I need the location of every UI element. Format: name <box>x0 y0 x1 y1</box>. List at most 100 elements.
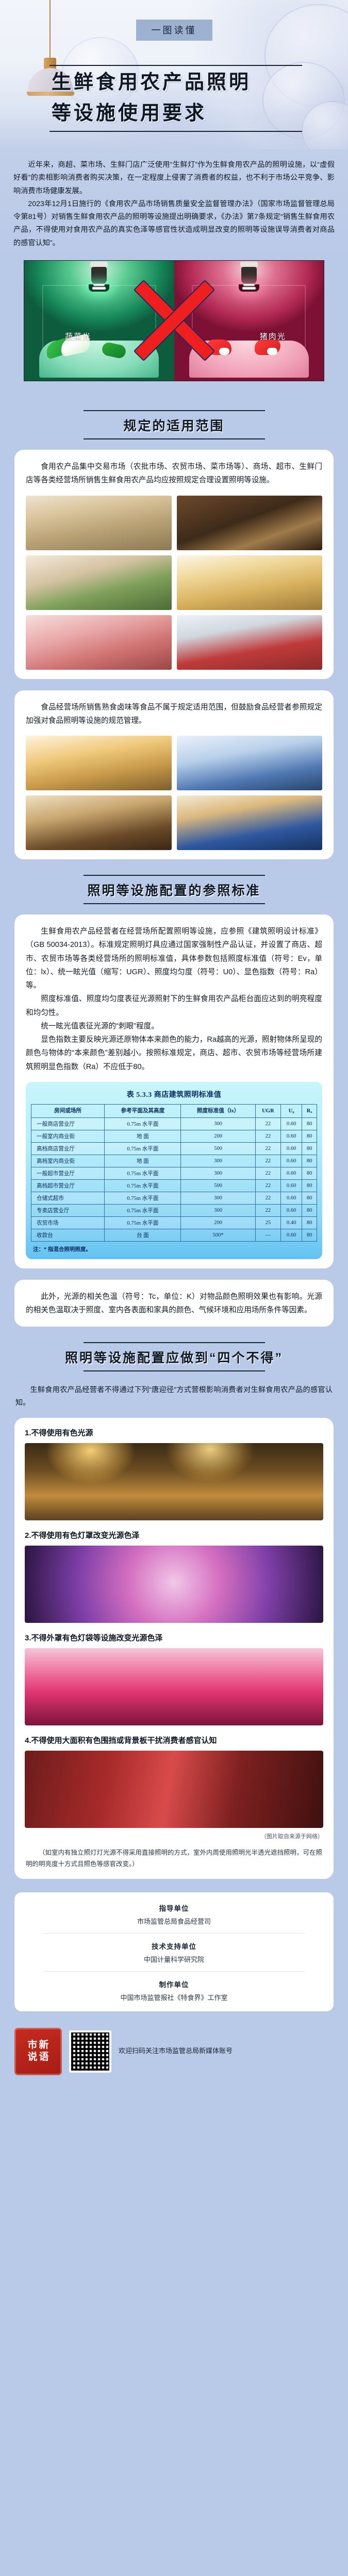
table-cell: 500* <box>180 1229 256 1242</box>
meat-counter-photo <box>26 615 172 670</box>
read-tag: 一图读懂 <box>136 20 212 41</box>
red-bulb-icon <box>238 261 259 292</box>
table-cell: 200 <box>180 1216 256 1230</box>
intro-paragraph-2: 2023年12月1日施行的《食用农产品市场销售质量安全监督管理办法》（国家市场监… <box>13 199 335 247</box>
four-donts-intro-text: 生鲜食用农产品经营者不得通过下列“唐迎径”方式营根影响消费者对生鲜食用农产品的感… <box>15 1385 333 1407</box>
credit-label-1: 指导单位 <box>159 1904 189 1912</box>
table-row: 一般室内商业街地 面 200 22 0.60 80 <box>30 1130 317 1143</box>
credit-label-3: 制作单位 <box>159 1980 189 1989</box>
credit-block-1: 指导单位 市场监管总局食品经营司 <box>23 1903 325 1926</box>
table-column-header-4: U₀ <box>280 1104 303 1118</box>
dont-item-2: 2.不得使用有色灯罩改变光源色泽 <box>25 1530 323 1623</box>
scope-card-2: 食品经营场所销售熟食卤味等食品不属于规定适用范围，但鼓励食品经营者参照规定加强对… <box>14 690 334 860</box>
table-cell: 80 <box>302 1204 317 1217</box>
credit-value-2: 中国计量科学研究院 <box>143 1955 204 1963</box>
lighting-standards-table: 房间或场所 参考平面及其高度 照度标准值（lx） UGR U₀ Rₐ 一般商店营业厅 0.7… <box>30 1104 317 1242</box>
prepared-food-display-photo <box>176 795 322 851</box>
table-cell: 收款台 <box>30 1229 105 1242</box>
table-row: 收款台台 面 500* —0.60 80 <box>30 1229 317 1242</box>
table-cell: 22 <box>255 1155 281 1168</box>
table-cell: 0.40 <box>280 1216 303 1230</box>
table-cell: 0.75m 水平面 <box>104 1179 181 1193</box>
table-row: 农贸市场 0.75m 水平面 200 25 0.40 80 <box>30 1216 317 1230</box>
table-cell: 22 <box>255 1179 281 1193</box>
table-cell: 0.75m 水平面 <box>104 1192 181 1205</box>
meat-display-case-photo <box>176 615 322 670</box>
table-row: 高档商店营业厅 0.75m 水平面 500 22 0.60 80 <box>30 1142 317 1156</box>
dont-item-4: 4.不得使用大面积有色围挡或背景板干扰消费者感官认知 （图片取自来源于网络） <box>25 1735 323 1840</box>
table-row: 一般超市营业厅 0.75m 水平面 300 22 0.60 80 <box>30 1167 317 1180</box>
colored-lampshade-photo <box>25 1546 323 1623</box>
table-row: 高档超市营业厅 0.75m 水平面 500 22 0.60 80 <box>30 1179 317 1193</box>
table-title: 表 5.3.3 商店建筑照明标准值 <box>126 1091 222 1099</box>
section-1-title: 规定的适用范围 <box>123 418 225 433</box>
table-cell: 高档室内商业街 <box>30 1155 105 1168</box>
table-cell: 0.60 <box>280 1204 303 1217</box>
page-title: 生鲜食用农产品照明 等设施使用要求 <box>49 65 307 132</box>
table-column-header-3: UGR <box>255 1104 281 1118</box>
table-cell: 25 <box>255 1216 281 1230</box>
credits-section: 指导单位 市场监管总局食品经营司 技术支持单位 中国计量科学研究院 制作单位 中… <box>0 1879 348 2016</box>
table-cell: 500 <box>180 1142 256 1156</box>
table-cell: 台 面 <box>104 1229 181 1242</box>
table-cell: 0.75m 水平面 <box>104 1204 181 1217</box>
table-cell: 0.60 <box>280 1117 303 1131</box>
seal-char-2: 新 <box>39 2040 49 2051</box>
table-cell: 80 <box>302 1117 317 1131</box>
colored-light-source-photo <box>25 1443 323 1521</box>
table-cell: 300 <box>180 1204 256 1217</box>
table-cell: 农贸市场 <box>30 1216 105 1230</box>
table-cell: 80 <box>302 1192 317 1205</box>
four-donts-footnote: （如室内有独立照灯灯光源不得采用直接照明的方式，室外内周使用照明光半透光遮挡照明… <box>26 1849 323 1868</box>
table-cell: 一般商店营业厅 <box>30 1117 105 1131</box>
credits-card: 指导单位 市场监管总局食品经营司 技术支持单位 中国计量科学研究院 制作单位 中… <box>14 1892 334 2011</box>
scope-card-2-text: 食品经营场所销售熟食卤味等食品不属于规定适用范围，但鼓励食品经营者参照规定加强对… <box>26 703 322 725</box>
colored-film-cover-photo <box>25 1648 323 1726</box>
green-bulb-icon <box>89 261 110 292</box>
table-row: 高档室内商业街地 面 300 22 0.60 80 <box>30 1155 317 1168</box>
standards-card: 生鲜食用农产品经营者在经营场所配置照明等设施，应参照《建筑照明设计标准》（GB … <box>14 914 334 1269</box>
table-cell: — <box>255 1229 281 1242</box>
color-temperature-text: 此外，光源的相关色温（符号：Tc，单位：K）对物品颜色照明效果也有影响。光源的相… <box>26 1293 322 1315</box>
table-cell: 0.75m 水平面 <box>104 1167 181 1180</box>
section-3-title: 照明等设施配置应做到“四个不得” <box>64 1350 283 1365</box>
title-divider-top <box>49 65 302 66</box>
table-cell: 0.75m 水平面 <box>104 1142 181 1156</box>
table-cell: 22 <box>255 1117 281 1131</box>
table-header-row: 房间或场所 参考平面及其高度 照度标准值（lx） UGR U₀ Rₐ <box>30 1104 317 1118</box>
table-cell: 0.60 <box>280 1155 303 1168</box>
table-cell: 0.60 <box>280 1167 303 1180</box>
table-cell: 300 <box>180 1192 256 1205</box>
intro-text: 近年来，商超、菜市场、生鲜门店广泛使用“生鲜灯”作为生鲜食用农产品的照明设施，以… <box>0 149 348 258</box>
table-cell: 0.60 <box>280 1130 303 1143</box>
table-cell: 0.60 <box>280 1229 303 1242</box>
dont-item-3-title: 3.不得外罩有色灯袋等设施改变光源色泽 <box>25 1634 163 1643</box>
table-column-header-2: 照度标准值（lx） <box>180 1104 256 1118</box>
table-cell: 高档商店营业厅 <box>30 1142 105 1156</box>
table-cell: 一般超市营业厅 <box>30 1167 105 1180</box>
table-cell: 22 <box>255 1130 281 1143</box>
fresh-produce-store-photo <box>26 495 172 550</box>
decorative-orb <box>62 37 139 109</box>
red-backdrop-photo <box>25 1751 323 1828</box>
comparison-figure: 蔬菜光 猪肉光 <box>0 258 348 395</box>
market-ceiling-lights-photo <box>176 495 322 550</box>
section-3-heading: 照明等设施配置应做到“四个不得” <box>0 1327 348 1382</box>
table-column-header-5: Rₐ <box>302 1104 317 1118</box>
table-cell: 0.60 <box>280 1142 303 1156</box>
table-body: 一般商店营业厅 0.75m 水平面 300 22 0.60 80 一般室内商业街地 面 200… <box>30 1117 317 1242</box>
intro-paragraph-1: 近年来，商超、菜市场、生鲜门店广泛使用“生鲜灯”作为生鲜食用农产品的照明设施，以… <box>13 161 335 195</box>
scope-card-1: 食用农产品集中交易市场（农批市场、农贸市场、菜市场等）、商场、超市、生鲜门店等各… <box>14 449 334 679</box>
table-cell: 22 <box>255 1167 281 1180</box>
table-note: 注：* 指混合照明照度。 <box>33 1247 91 1253</box>
section-2-title: 照明等设施配置的参照标准 <box>87 884 261 899</box>
credits-divider <box>43 1933 305 1934</box>
standards-paragraph-3: 统一眩光值表征光源的“刺眼”程度。 <box>41 1022 159 1030</box>
table-cell: 80 <box>302 1179 317 1193</box>
qr-code-icon[interactable] <box>69 2030 111 2073</box>
table-cell: 专卖店营业厅 <box>30 1204 105 1217</box>
standards-paragraph-2: 照度标准值、照度均匀度表征光源照射下的生鲜食用农产品柜台面应达到的明亮程度和均匀… <box>26 995 322 1017</box>
scope-photo-grid-1 <box>26 495 322 670</box>
vegetable-light-label: 蔬菜光 <box>65 332 92 341</box>
color-temperature-card: 此外，光源的相关色温（符号：Tc，单位：K）对物品颜色照明效果也有影响。光源的相… <box>14 1280 334 1327</box>
